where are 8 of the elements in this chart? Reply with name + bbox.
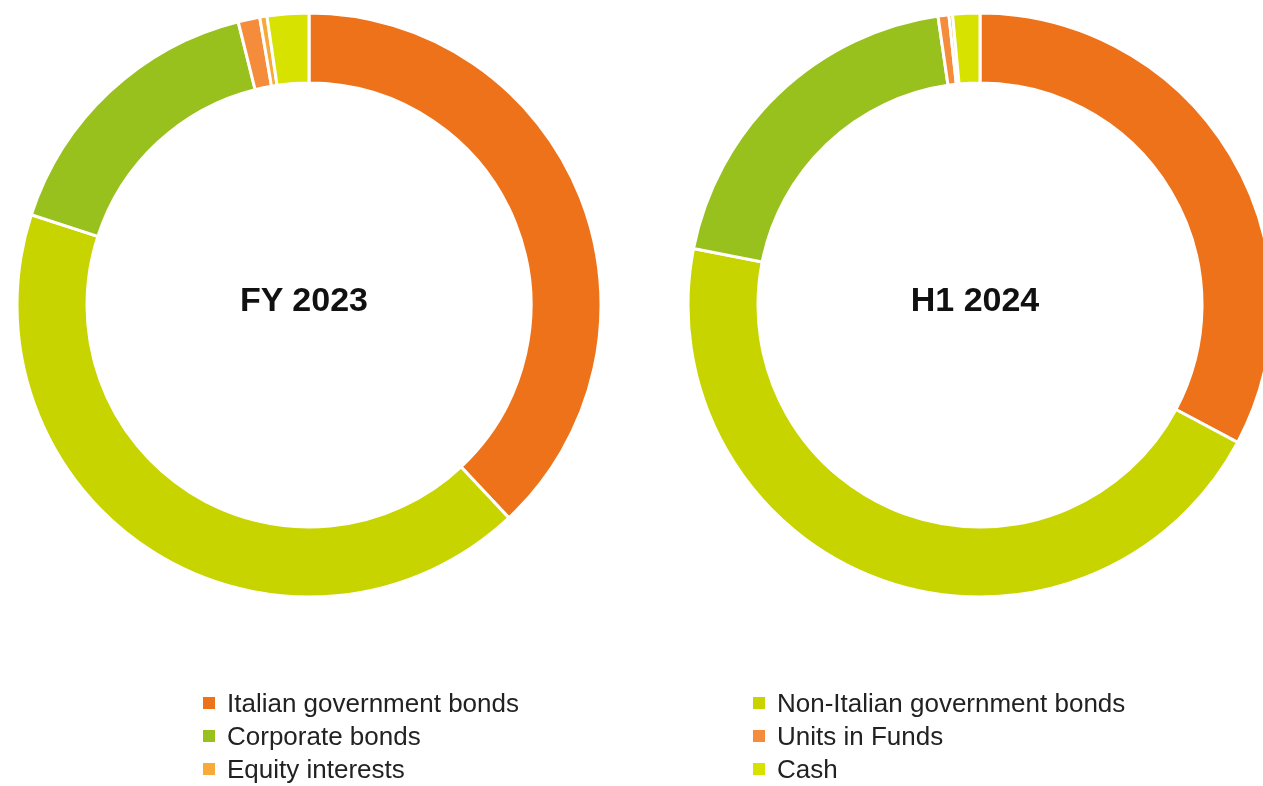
- slice-label: FY 2023: [239, 280, 369, 319]
- legend-label: Cash: [777, 753, 838, 785]
- legend-label: Units in Funds: [777, 720, 944, 752]
- legend-label: Italian government bonds: [227, 687, 519, 719]
- legend-label: Equity interests: [227, 753, 405, 785]
- legend-label: Non-Italian government bonds: [777, 687, 1126, 719]
- slice-label: H1 2024: [909, 280, 1041, 319]
- legend-label: Corporate bonds: [227, 720, 421, 752]
